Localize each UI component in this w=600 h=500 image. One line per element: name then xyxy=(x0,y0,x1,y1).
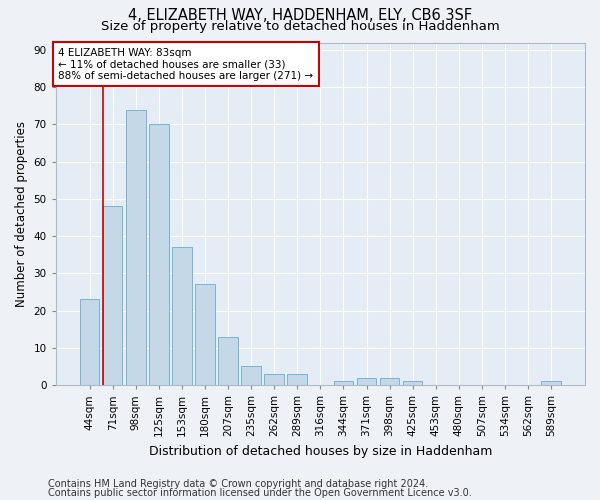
Bar xyxy=(126,110,146,385)
Bar xyxy=(149,124,169,385)
Bar xyxy=(287,374,307,385)
Bar xyxy=(541,382,561,385)
Bar xyxy=(241,366,261,385)
Y-axis label: Number of detached properties: Number of detached properties xyxy=(15,121,28,307)
Bar xyxy=(334,382,353,385)
Bar xyxy=(218,336,238,385)
Bar xyxy=(195,284,215,385)
Bar xyxy=(380,378,400,385)
Bar xyxy=(80,300,100,385)
Text: 4, ELIZABETH WAY, HADDENHAM, ELY, CB6 3SF: 4, ELIZABETH WAY, HADDENHAM, ELY, CB6 3S… xyxy=(128,8,472,22)
Bar xyxy=(265,374,284,385)
Bar xyxy=(172,248,191,385)
Text: 4 ELIZABETH WAY: 83sqm
← 11% of detached houses are smaller (33)
88% of semi-det: 4 ELIZABETH WAY: 83sqm ← 11% of detached… xyxy=(58,48,313,81)
X-axis label: Distribution of detached houses by size in Haddenham: Distribution of detached houses by size … xyxy=(149,444,492,458)
Text: Size of property relative to detached houses in Haddenham: Size of property relative to detached ho… xyxy=(101,20,499,33)
Bar xyxy=(403,382,422,385)
Bar xyxy=(103,206,122,385)
Text: Contains public sector information licensed under the Open Government Licence v3: Contains public sector information licen… xyxy=(48,488,472,498)
Text: Contains HM Land Registry data © Crown copyright and database right 2024.: Contains HM Land Registry data © Crown c… xyxy=(48,479,428,489)
Bar xyxy=(357,378,376,385)
